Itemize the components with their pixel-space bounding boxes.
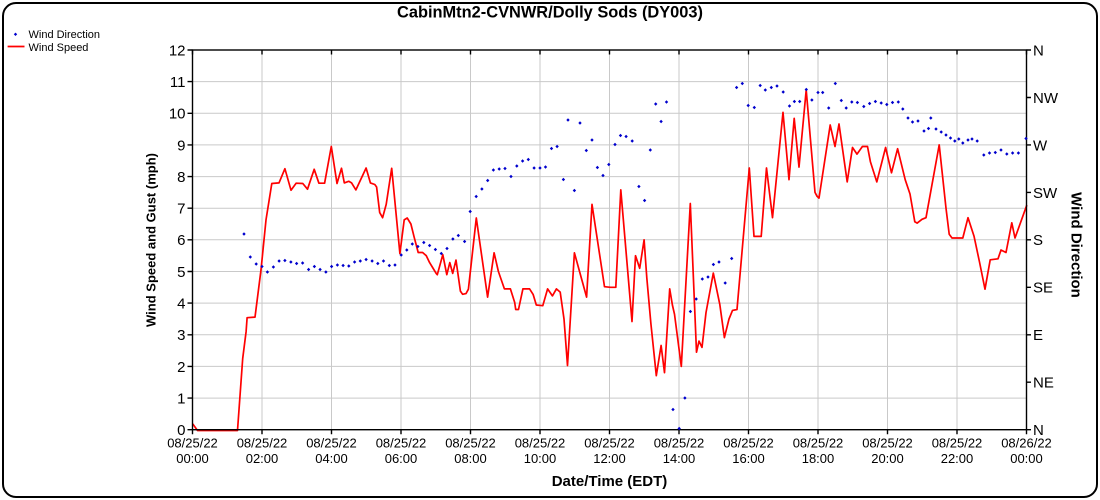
svg-text:N: N: [1033, 422, 1044, 439]
svg-text:08/25/22: 08/25/22: [167, 436, 218, 451]
svg-text:6: 6: [177, 232, 185, 249]
svg-text:08/26/22: 08/26/22: [1001, 436, 1052, 451]
svg-text:5: 5: [177, 264, 185, 281]
svg-text:N: N: [1033, 42, 1044, 59]
svg-text:08/25/22: 08/25/22: [932, 436, 983, 451]
svg-text:S: S: [1033, 232, 1043, 249]
svg-text:4: 4: [177, 296, 185, 313]
svg-text:NW: NW: [1033, 90, 1059, 107]
svg-text:18:00: 18:00: [802, 451, 835, 466]
svg-text:08/25/22: 08/25/22: [237, 436, 288, 451]
svg-text:E: E: [1033, 327, 1043, 344]
svg-text:SW: SW: [1033, 185, 1058, 202]
svg-text:00:00: 00:00: [176, 451, 209, 466]
svg-text:SE: SE: [1033, 280, 1053, 297]
svg-text:3: 3: [177, 327, 185, 344]
svg-text:08/25/22: 08/25/22: [654, 436, 705, 451]
svg-text:11: 11: [170, 74, 186, 91]
svg-text:12: 12: [169, 42, 186, 59]
svg-text:08/25/22: 08/25/22: [584, 436, 635, 451]
svg-text:04:00: 04:00: [315, 451, 348, 466]
svg-text:22:00: 22:00: [941, 451, 974, 466]
svg-text:Wind Direction: Wind Direction: [29, 29, 101, 41]
svg-text:Date/Time (EDT): Date/Time (EDT): [552, 473, 668, 490]
svg-text:NE: NE: [1033, 375, 1054, 392]
svg-text:Wind Speed and Gust (mph): Wind Speed and Gust (mph): [144, 153, 159, 327]
svg-text:12:00: 12:00: [593, 451, 626, 466]
svg-text:08/25/22: 08/25/22: [376, 436, 427, 451]
svg-text:1: 1: [177, 391, 185, 408]
svg-text:7: 7: [177, 201, 185, 218]
svg-text:08/25/22: 08/25/22: [445, 436, 496, 451]
svg-text:Wind Direction: Wind Direction: [1068, 192, 1085, 298]
svg-text:14:00: 14:00: [663, 451, 696, 466]
svg-text:CabinMtn2-CVNWR/Dolly Sods (DY: CabinMtn2-CVNWR/Dolly Sods (DY003): [397, 3, 703, 21]
svg-text:08/25/22: 08/25/22: [723, 436, 774, 451]
svg-text:08:00: 08:00: [454, 451, 487, 466]
svg-text:02:00: 02:00: [246, 451, 279, 466]
svg-text:08/25/22: 08/25/22: [793, 436, 844, 451]
svg-text:06:00: 06:00: [385, 451, 418, 466]
svg-text:00:00: 00:00: [1010, 451, 1043, 466]
svg-text:10:00: 10:00: [524, 451, 557, 466]
svg-text:Wind Speed: Wind Speed: [29, 42, 89, 54]
svg-text:10: 10: [169, 106, 186, 123]
svg-text:16:00: 16:00: [732, 451, 765, 466]
svg-text:W: W: [1033, 137, 1048, 154]
svg-text:08/25/22: 08/25/22: [862, 436, 913, 451]
svg-text:9: 9: [177, 137, 185, 154]
svg-text:8: 8: [177, 169, 185, 186]
svg-text:0: 0: [177, 422, 185, 439]
svg-text:20:00: 20:00: [871, 451, 904, 466]
svg-text:08/25/22: 08/25/22: [306, 436, 357, 451]
svg-text:2: 2: [177, 359, 185, 376]
svg-text:08/25/22: 08/25/22: [515, 436, 566, 451]
